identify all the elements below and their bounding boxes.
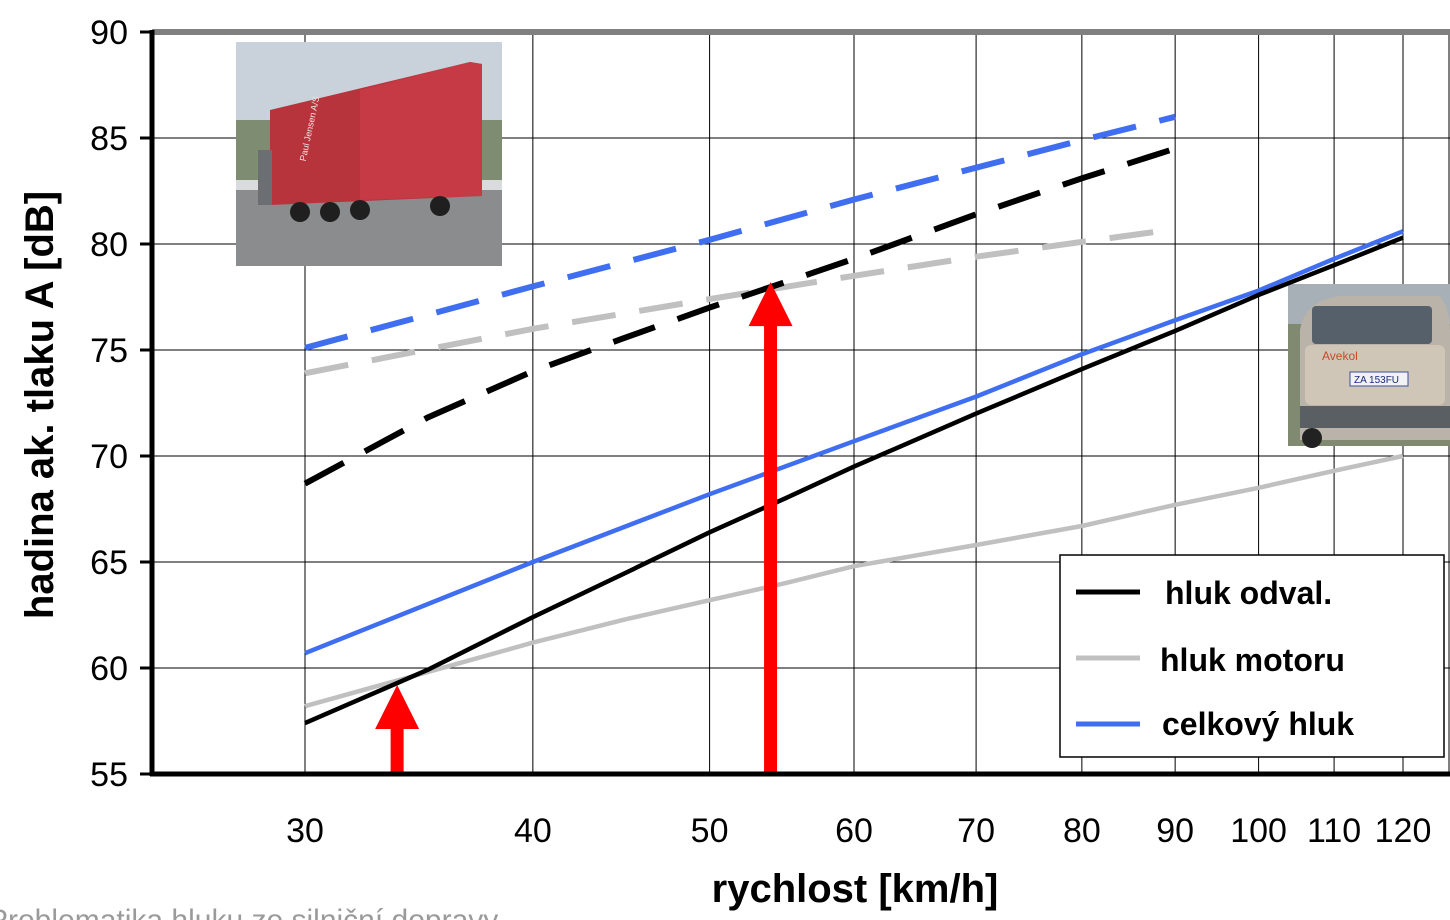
legend-label: hluk motoru [1160,642,1345,678]
y-tick-labels: 55 60 65 70 75 80 85 90 [90,14,152,794]
x-axis-title: rychlost [km/h] [712,867,999,911]
series-layer [303,113,1404,726]
dashed-series-line [303,145,1177,487]
dashed-series-line [304,113,1176,351]
truck-photo: Paul Jensen A/S [236,42,502,266]
x-tick-label: 120 [1375,812,1432,850]
y-tick-label: 85 [90,120,128,158]
arrow-head [748,282,793,327]
car-photo-brand: Avekol [1322,349,1358,363]
x-tick-label: 40 [514,812,552,850]
x-tick-label: 60 [835,812,873,850]
y-tick-label: 65 [90,544,128,582]
series-line [304,453,1404,709]
footer-caption: Problematika hluku ze silniční dopravy [0,904,498,920]
x-tick-label: 50 [691,812,729,850]
legend-label: celkový hluk [1162,706,1354,742]
x-tick-label: 110 [1307,812,1361,850]
dashed-series-line [304,226,1176,377]
y-tick-label: 60 [90,650,128,688]
x-tick-label: 90 [1156,812,1194,850]
y-tick-label: 90 [90,14,128,52]
arrow-head [375,684,420,729]
legend-label: hluk odval. [1165,575,1332,611]
car-photo-plate: ZA 153FU [1354,375,1399,386]
x-tick-labels: 30 40 50 60 70 80 90 100 110 120 [286,812,1431,850]
x-tick-label: 70 [957,812,995,850]
x-tick-label: 80 [1063,812,1101,850]
y-tick-label: 80 [90,226,128,264]
y-axis-title: hadina ak. tlaku A [dB] [18,191,62,619]
x-tick-label: 30 [286,812,324,850]
series-line [304,229,1404,656]
legend: hluk odval. hluk motoru celkový hluk [1059,554,1445,758]
car-photo: Avekol ZA 153FU [1288,284,1450,448]
series-line [304,235,1404,726]
y-tick-label: 70 [90,438,128,476]
y-tick-label: 75 [90,332,128,370]
x-tick-label: 100 [1230,812,1287,850]
y-tick-label: 55 [90,756,128,794]
annotation-arrows [375,282,793,774]
